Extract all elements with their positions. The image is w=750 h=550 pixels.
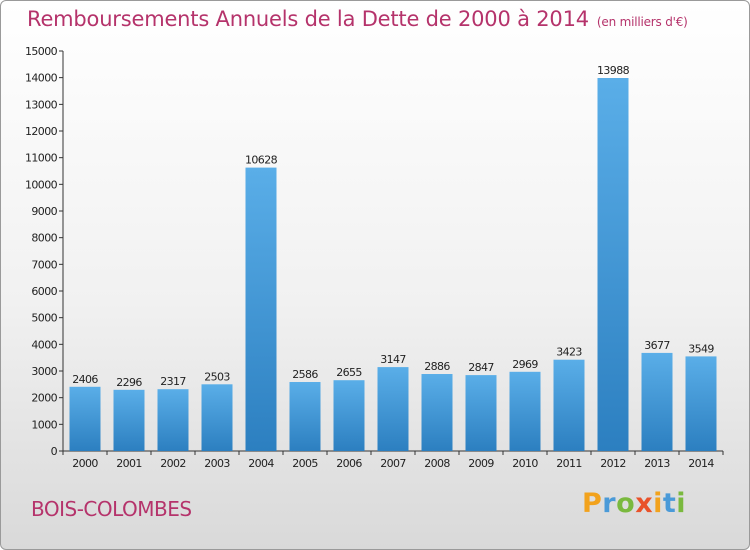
y-tick-label: 15000 (25, 45, 58, 58)
chart-subtitle: (en milliers d'€) (596, 15, 688, 29)
y-tick-label: 7000 (31, 258, 57, 271)
data-label: 2317 (160, 375, 186, 388)
x-tick-label: 2014 (688, 457, 714, 470)
data-label: 10628 (245, 154, 278, 167)
y-tick-label: 12000 (25, 125, 58, 138)
x-tick-label: 2012 (600, 457, 626, 470)
bar (157, 389, 189, 451)
bar (465, 375, 497, 451)
bar (69, 386, 101, 451)
x-tick-label: 2003 (204, 457, 230, 470)
y-tick-label: 4000 (31, 338, 57, 351)
x-tick-label: 2004 (248, 457, 274, 470)
bar (377, 367, 409, 451)
x-tick-label: 2002 (160, 457, 186, 470)
data-label: 2586 (292, 368, 318, 381)
data-label: 3147 (380, 353, 406, 366)
bar (597, 78, 629, 451)
bar (421, 374, 453, 451)
y-tick-label: 10000 (25, 178, 58, 191)
x-tick-label: 2008 (424, 457, 450, 470)
y-tick-label: 14000 (25, 72, 58, 85)
data-label: 2503 (204, 370, 230, 383)
y-tick-label: 13000 (25, 98, 58, 111)
chart-title: Remboursements Annuels de la Dette de 20… (27, 7, 688, 31)
data-label: 2406 (72, 373, 98, 386)
data-label: 3549 (688, 342, 714, 355)
x-tick-label: 2001 (116, 457, 142, 470)
data-label: 2847 (468, 361, 494, 374)
chart-title-text: Remboursements Annuels de la Dette de 20… (27, 7, 589, 31)
data-label: 13988 (597, 64, 630, 77)
y-tick-label: 8000 (31, 232, 57, 245)
y-tick-label: 11000 (25, 152, 58, 165)
y-tick-label: 9000 (31, 205, 57, 218)
data-label: 3677 (644, 339, 670, 352)
y-tick-label: 0 (51, 445, 58, 458)
x-tick-label: 2006 (336, 457, 362, 470)
x-tick-label: 2013 (644, 457, 670, 470)
x-tick-label: 2010 (512, 457, 538, 470)
x-tick-label: 2009 (468, 457, 494, 470)
bar (333, 380, 365, 451)
y-tick-label: 5000 (31, 312, 57, 325)
x-tick-label: 2005 (292, 457, 318, 470)
bar (553, 359, 585, 451)
y-tick-label: 1000 (31, 418, 57, 431)
bar (685, 356, 717, 451)
x-tick-label: 2011 (556, 457, 582, 470)
bar (113, 389, 145, 451)
bar (509, 371, 541, 451)
bar (245, 167, 277, 451)
data-label: 3423 (556, 346, 582, 359)
x-tick-label: 2000 (72, 457, 98, 470)
bar (201, 384, 233, 451)
data-label: 2969 (512, 358, 538, 371)
proxiti-logo: Proxiti (582, 488, 687, 519)
data-label: 2296 (116, 376, 142, 389)
x-tick-label: 2007 (380, 457, 406, 470)
city-name: BOIS-COLOMBES (31, 497, 192, 521)
y-tick-label: 3000 (31, 365, 57, 378)
data-label: 2886 (424, 360, 450, 373)
bar (641, 352, 673, 451)
y-tick-label: 2000 (31, 392, 57, 405)
bar (289, 382, 321, 451)
y-tick-label: 6000 (31, 285, 57, 298)
data-label: 2655 (336, 366, 362, 379)
